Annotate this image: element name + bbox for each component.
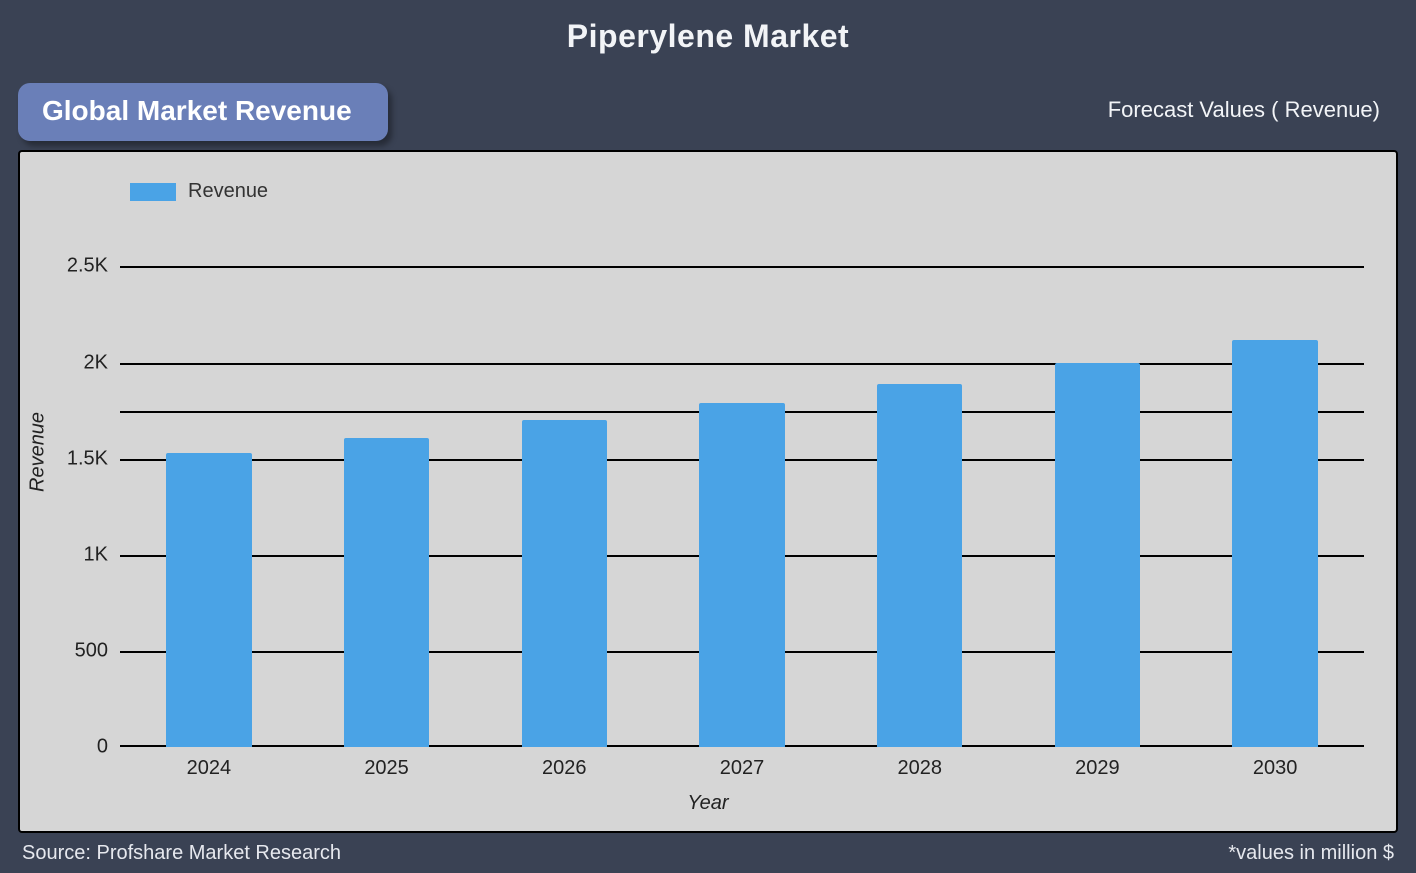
x-tick-label: 2024 bbox=[187, 757, 232, 780]
header-row: Global Market Revenue Forecast Values ( … bbox=[0, 83, 1416, 143]
bar bbox=[1055, 363, 1140, 747]
bar bbox=[699, 403, 784, 747]
gridline bbox=[120, 363, 1364, 365]
x-axis-label: Year bbox=[20, 792, 1396, 815]
x-tick-label: 2030 bbox=[1253, 757, 1298, 780]
y-tick-label: 2K bbox=[40, 351, 120, 374]
bar bbox=[877, 384, 962, 747]
x-tick-label: 2028 bbox=[897, 757, 942, 780]
x-tick-label: 2027 bbox=[720, 757, 765, 780]
bar bbox=[1232, 340, 1317, 748]
chart-legend: Revenue bbox=[130, 180, 268, 203]
footnote: *values in million $ bbox=[1228, 842, 1394, 865]
bar bbox=[166, 453, 251, 747]
forecast-label: Forecast Values ( Revenue) bbox=[1108, 97, 1380, 123]
y-tick-label: 1.5K bbox=[40, 447, 120, 470]
y-tick-label: 500 bbox=[40, 639, 120, 662]
y-tick-label: 2.5K bbox=[40, 255, 120, 278]
y-tick-label: 1K bbox=[40, 543, 120, 566]
chart-container: Revenue Revenue 05001K1.5K2K2.5K20242025… bbox=[18, 150, 1398, 833]
x-tick-label: 2025 bbox=[364, 757, 409, 780]
gridline bbox=[120, 266, 1364, 268]
plot-area: 05001K1.5K2K2.5K202420252026202720282029… bbox=[120, 228, 1364, 747]
source-label: Source: Profshare Market Research bbox=[22, 842, 341, 865]
bar bbox=[522, 420, 607, 747]
revenue-badge: Global Market Revenue bbox=[18, 83, 388, 141]
legend-label: Revenue bbox=[188, 180, 268, 203]
footer: Source: Profshare Market Research *value… bbox=[22, 842, 1394, 865]
legend-swatch bbox=[130, 183, 176, 201]
bar bbox=[344, 438, 429, 747]
x-tick-label: 2029 bbox=[1075, 757, 1120, 780]
page-title: Piperylene Market bbox=[0, 0, 1416, 55]
y-tick-label: 0 bbox=[40, 736, 120, 759]
x-tick-label: 2026 bbox=[542, 757, 587, 780]
